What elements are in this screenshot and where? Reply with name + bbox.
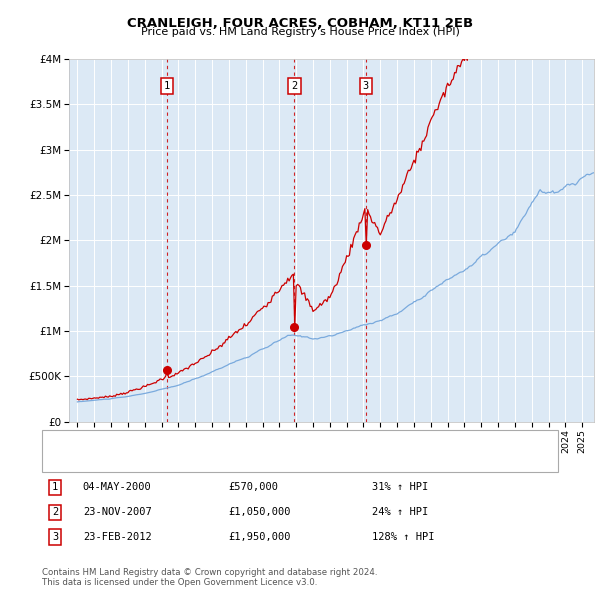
Text: 1: 1 [164,81,170,91]
Text: 1: 1 [52,483,58,492]
Text: HPI: Average price, detached house, Elmbridge: HPI: Average price, detached house, Elmb… [79,454,314,464]
Text: 23-NOV-2007: 23-NOV-2007 [83,507,152,517]
Text: 2: 2 [52,507,58,517]
Text: 128% ↑ HPI: 128% ↑ HPI [372,532,434,542]
Text: 23-FEB-2012: 23-FEB-2012 [83,532,152,542]
Text: 31% ↑ HPI: 31% ↑ HPI [372,483,428,492]
Text: Contains HM Land Registry data © Crown copyright and database right 2024.
This d: Contains HM Land Registry data © Crown c… [42,568,377,587]
Text: CRANLEIGH, FOUR ACRES, COBHAM, KT11 2EB: CRANLEIGH, FOUR ACRES, COBHAM, KT11 2EB [127,17,473,30]
Text: CRANLEIGH, FOUR ACRES, COBHAM, KT11 2EB (detached house): CRANLEIGH, FOUR ACRES, COBHAM, KT11 2EB … [79,438,402,447]
Text: £1,050,000: £1,050,000 [228,507,290,517]
Text: 04-MAY-2000: 04-MAY-2000 [83,483,152,492]
Text: 3: 3 [363,81,369,91]
Text: Price paid vs. HM Land Registry's House Price Index (HPI): Price paid vs. HM Land Registry's House … [140,27,460,37]
Text: 24% ↑ HPI: 24% ↑ HPI [372,507,428,517]
Text: 2: 2 [292,81,298,91]
Text: £570,000: £570,000 [228,483,278,492]
Text: 3: 3 [52,532,58,542]
Text: £1,950,000: £1,950,000 [228,532,290,542]
